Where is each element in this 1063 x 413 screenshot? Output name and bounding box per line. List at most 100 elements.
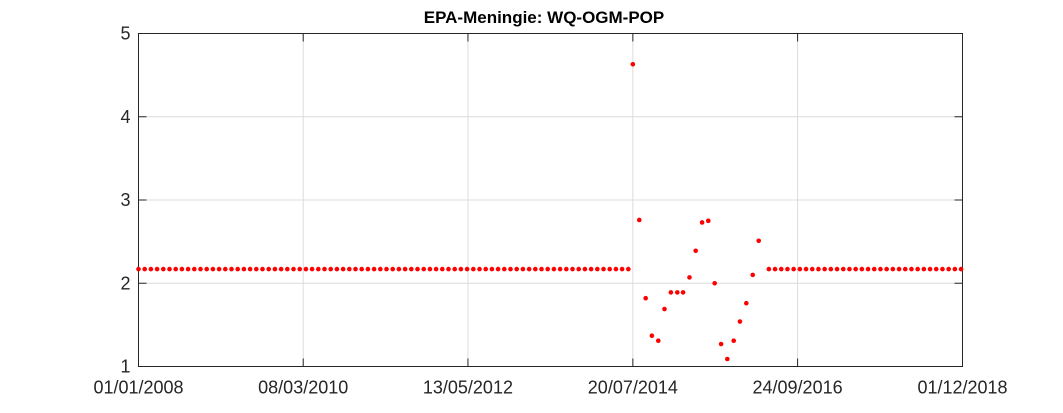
- data-point: [173, 266, 179, 272]
- data-point: [526, 266, 532, 272]
- x-tick-label: 13/05/2012: [423, 378, 513, 398]
- data-point: [241, 266, 247, 272]
- data-point: [662, 306, 667, 312]
- data-point: [828, 266, 834, 272]
- data-point: [545, 266, 551, 272]
- data-point: [766, 266, 772, 272]
- data-point: [309, 266, 315, 272]
- data-point: [266, 266, 272, 272]
- data-point: [446, 266, 451, 272]
- y-tick-label: 4: [120, 107, 130, 127]
- data-point: [142, 266, 148, 272]
- data-point: [185, 266, 191, 272]
- data-point: [668, 290, 674, 295]
- data-point: [340, 266, 346, 272]
- data-point: [210, 266, 216, 272]
- data-point: [693, 248, 698, 254]
- data-point: [847, 266, 852, 272]
- data-point: [915, 266, 920, 272]
- data-point: [699, 220, 705, 225]
- data-point: [859, 266, 865, 272]
- data-point: [477, 266, 482, 272]
- data-point: [630, 62, 636, 67]
- x-tick-label: 24/09/2016: [753, 378, 843, 398]
- x-tick-label: 01/12/2018: [917, 378, 1007, 398]
- data-point: [148, 266, 154, 272]
- data-point: [167, 266, 172, 272]
- x-tick-label: 01/01/2008: [93, 378, 183, 398]
- data-point: [520, 266, 526, 272]
- data-points: [136, 62, 964, 362]
- data-point: [705, 218, 711, 224]
- data-point: [495, 266, 501, 272]
- data-point: [865, 266, 871, 272]
- data-point: [464, 266, 470, 272]
- data-point: [458, 266, 464, 272]
- data-point: [440, 266, 445, 272]
- data-point: [570, 266, 575, 272]
- data-point: [198, 266, 203, 272]
- y-tick-label: 3: [120, 190, 130, 210]
- data-point: [816, 266, 821, 272]
- data-point: [433, 266, 439, 272]
- data-point: [179, 266, 185, 272]
- chart-title: EPA-Meningie: WQ-OGM-POP: [424, 8, 665, 27]
- y-tick-label: 5: [120, 24, 130, 44]
- data-point: [940, 266, 945, 272]
- data-point: [809, 266, 815, 272]
- y-tick-label: 2: [120, 273, 130, 293]
- data-point: [427, 266, 433, 272]
- data-point: [946, 266, 951, 272]
- data-point: [161, 266, 166, 272]
- data-point: [260, 266, 265, 272]
- data-point: [471, 266, 476, 272]
- data-point: [216, 266, 222, 272]
- data-point: [502, 266, 507, 272]
- data-point: [626, 266, 631, 272]
- data-point: [890, 266, 896, 272]
- data-point: [601, 266, 606, 272]
- data-point: [322, 266, 327, 272]
- data-point: [539, 266, 544, 272]
- data-point: [347, 266, 352, 272]
- data-point: [359, 266, 365, 272]
- data-point: [619, 266, 625, 272]
- data-point: [229, 266, 234, 272]
- data-point: [791, 266, 796, 272]
- data-point: [390, 266, 396, 272]
- data-point: [797, 266, 803, 272]
- data-point: [409, 266, 414, 272]
- x-tick-label: 08/03/2010: [258, 378, 348, 398]
- data-point: [514, 266, 520, 272]
- data-point: [958, 266, 964, 272]
- data-point: [636, 217, 642, 223]
- data-point: [136, 266, 141, 272]
- data-point: [853, 266, 858, 272]
- data-point: [921, 266, 927, 272]
- data-point: [396, 266, 402, 272]
- data-point: [803, 266, 809, 272]
- data-point: [508, 266, 513, 272]
- data-point: [192, 266, 197, 272]
- x-tick-label: 20/07/2014: [588, 378, 678, 398]
- data-point: [285, 266, 290, 272]
- data-point: [278, 266, 284, 272]
- data-point: [655, 338, 661, 343]
- data-point: [557, 266, 563, 272]
- data-point: [254, 266, 259, 272]
- data-point: [452, 266, 458, 272]
- data-point: [421, 266, 427, 272]
- data-point: [272, 266, 278, 272]
- data-point: [674, 290, 680, 295]
- data-point: [756, 238, 762, 244]
- data-point: [588, 266, 594, 272]
- data-point: [582, 266, 588, 272]
- data-point: [607, 266, 613, 272]
- data-point: [371, 266, 377, 272]
- data-point: [154, 266, 160, 272]
- data-point: [328, 266, 334, 272]
- data-point: [204, 266, 210, 272]
- data-point: [533, 266, 538, 272]
- data-point: [785, 266, 790, 272]
